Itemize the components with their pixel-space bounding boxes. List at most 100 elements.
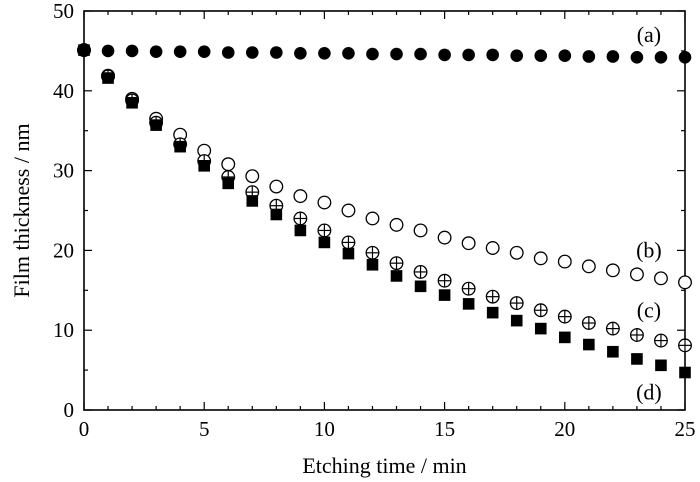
data-point <box>654 333 668 348</box>
data-point <box>437 230 452 245</box>
data-point <box>629 328 644 342</box>
data-point <box>509 245 524 260</box>
data-point <box>559 331 571 344</box>
data-point <box>294 224 307 237</box>
x-tick-label: 15 <box>434 417 455 441</box>
data-point <box>533 251 548 266</box>
data-point <box>294 46 307 60</box>
data-point <box>461 281 476 296</box>
data-point <box>462 48 475 62</box>
data-point <box>534 322 547 335</box>
data-point <box>125 44 139 58</box>
data-point <box>583 338 595 351</box>
annotation-layer: (a) (b) (c) (d) <box>636 22 662 405</box>
series-4 <box>78 44 691 379</box>
data-point <box>221 157 236 172</box>
data-point <box>678 50 692 64</box>
data-point <box>318 236 331 249</box>
data-point <box>365 245 380 260</box>
data-point <box>485 289 500 304</box>
data-point <box>414 280 427 293</box>
data-point <box>293 189 308 204</box>
data-point <box>365 211 380 226</box>
x-axis-title: Etching time / min <box>302 453 466 478</box>
data-point <box>245 46 259 59</box>
data-point <box>341 203 356 218</box>
data-point <box>366 47 379 61</box>
data-point <box>485 241 500 255</box>
data-point <box>629 267 644 282</box>
data-point <box>558 49 572 62</box>
data-point <box>270 208 283 221</box>
x-tick-label: 10 <box>314 417 335 441</box>
data-point <box>486 48 499 62</box>
data-point <box>679 366 691 379</box>
data-point <box>221 46 235 59</box>
data-point <box>607 345 619 358</box>
data-point <box>390 270 403 282</box>
data-point <box>486 306 499 319</box>
data-point <box>293 211 308 226</box>
data-point <box>390 47 403 61</box>
data-point <box>557 309 572 324</box>
data-point <box>605 321 620 336</box>
data-point <box>438 289 451 301</box>
data-point <box>510 314 523 327</box>
data-point <box>150 119 162 131</box>
series-1 <box>77 43 692 64</box>
data-point <box>318 46 331 60</box>
series-label-3: (c) <box>637 297 661 322</box>
data-point <box>174 140 186 153</box>
axes <box>83 10 686 411</box>
data-point <box>342 247 355 260</box>
data-point <box>655 359 667 372</box>
data-point <box>269 179 284 194</box>
data-point <box>605 263 620 278</box>
data-point <box>317 195 332 210</box>
data-point <box>413 223 428 238</box>
data-point <box>631 353 643 365</box>
data-point <box>581 259 596 274</box>
data-point <box>102 72 114 84</box>
series-label-2: (b) <box>636 237 662 262</box>
data-point <box>389 217 404 232</box>
data-point <box>197 45 211 58</box>
data-point <box>557 254 572 269</box>
series-3 <box>77 43 692 353</box>
series-2 <box>77 43 692 290</box>
data-point <box>654 271 668 286</box>
y-tick-label: 0 <box>64 398 75 422</box>
data-point <box>581 316 596 330</box>
series-label-1: (a) <box>637 22 661 47</box>
data-point <box>414 47 427 61</box>
ticks <box>83 10 686 411</box>
data-point <box>582 50 596 63</box>
data-point <box>534 49 548 62</box>
series-layer <box>77 43 692 379</box>
data-point <box>510 49 524 62</box>
data-point <box>606 50 620 63</box>
data-point <box>630 50 644 64</box>
data-point <box>366 258 379 271</box>
data-point <box>78 44 90 56</box>
data-point <box>678 338 692 353</box>
data-point <box>461 236 476 251</box>
data-point <box>437 273 452 288</box>
data-point <box>342 46 355 60</box>
x-tick-label: 25 <box>675 417 696 441</box>
x-tick-label: 5 <box>199 417 210 441</box>
plot-frame <box>83 10 686 411</box>
y-tick-label: 30 <box>53 159 74 183</box>
data-point <box>173 45 187 58</box>
data-point <box>198 160 210 172</box>
data-point <box>245 169 260 184</box>
data-point <box>413 264 428 279</box>
data-point <box>126 96 138 109</box>
data-point <box>101 44 115 58</box>
data-point <box>317 223 332 238</box>
x-tick-label: 0 <box>79 417 90 441</box>
y-axis-title: Film thickness / nm <box>9 123 34 297</box>
series-label-4: (d) <box>636 379 662 404</box>
data-point <box>678 275 692 290</box>
